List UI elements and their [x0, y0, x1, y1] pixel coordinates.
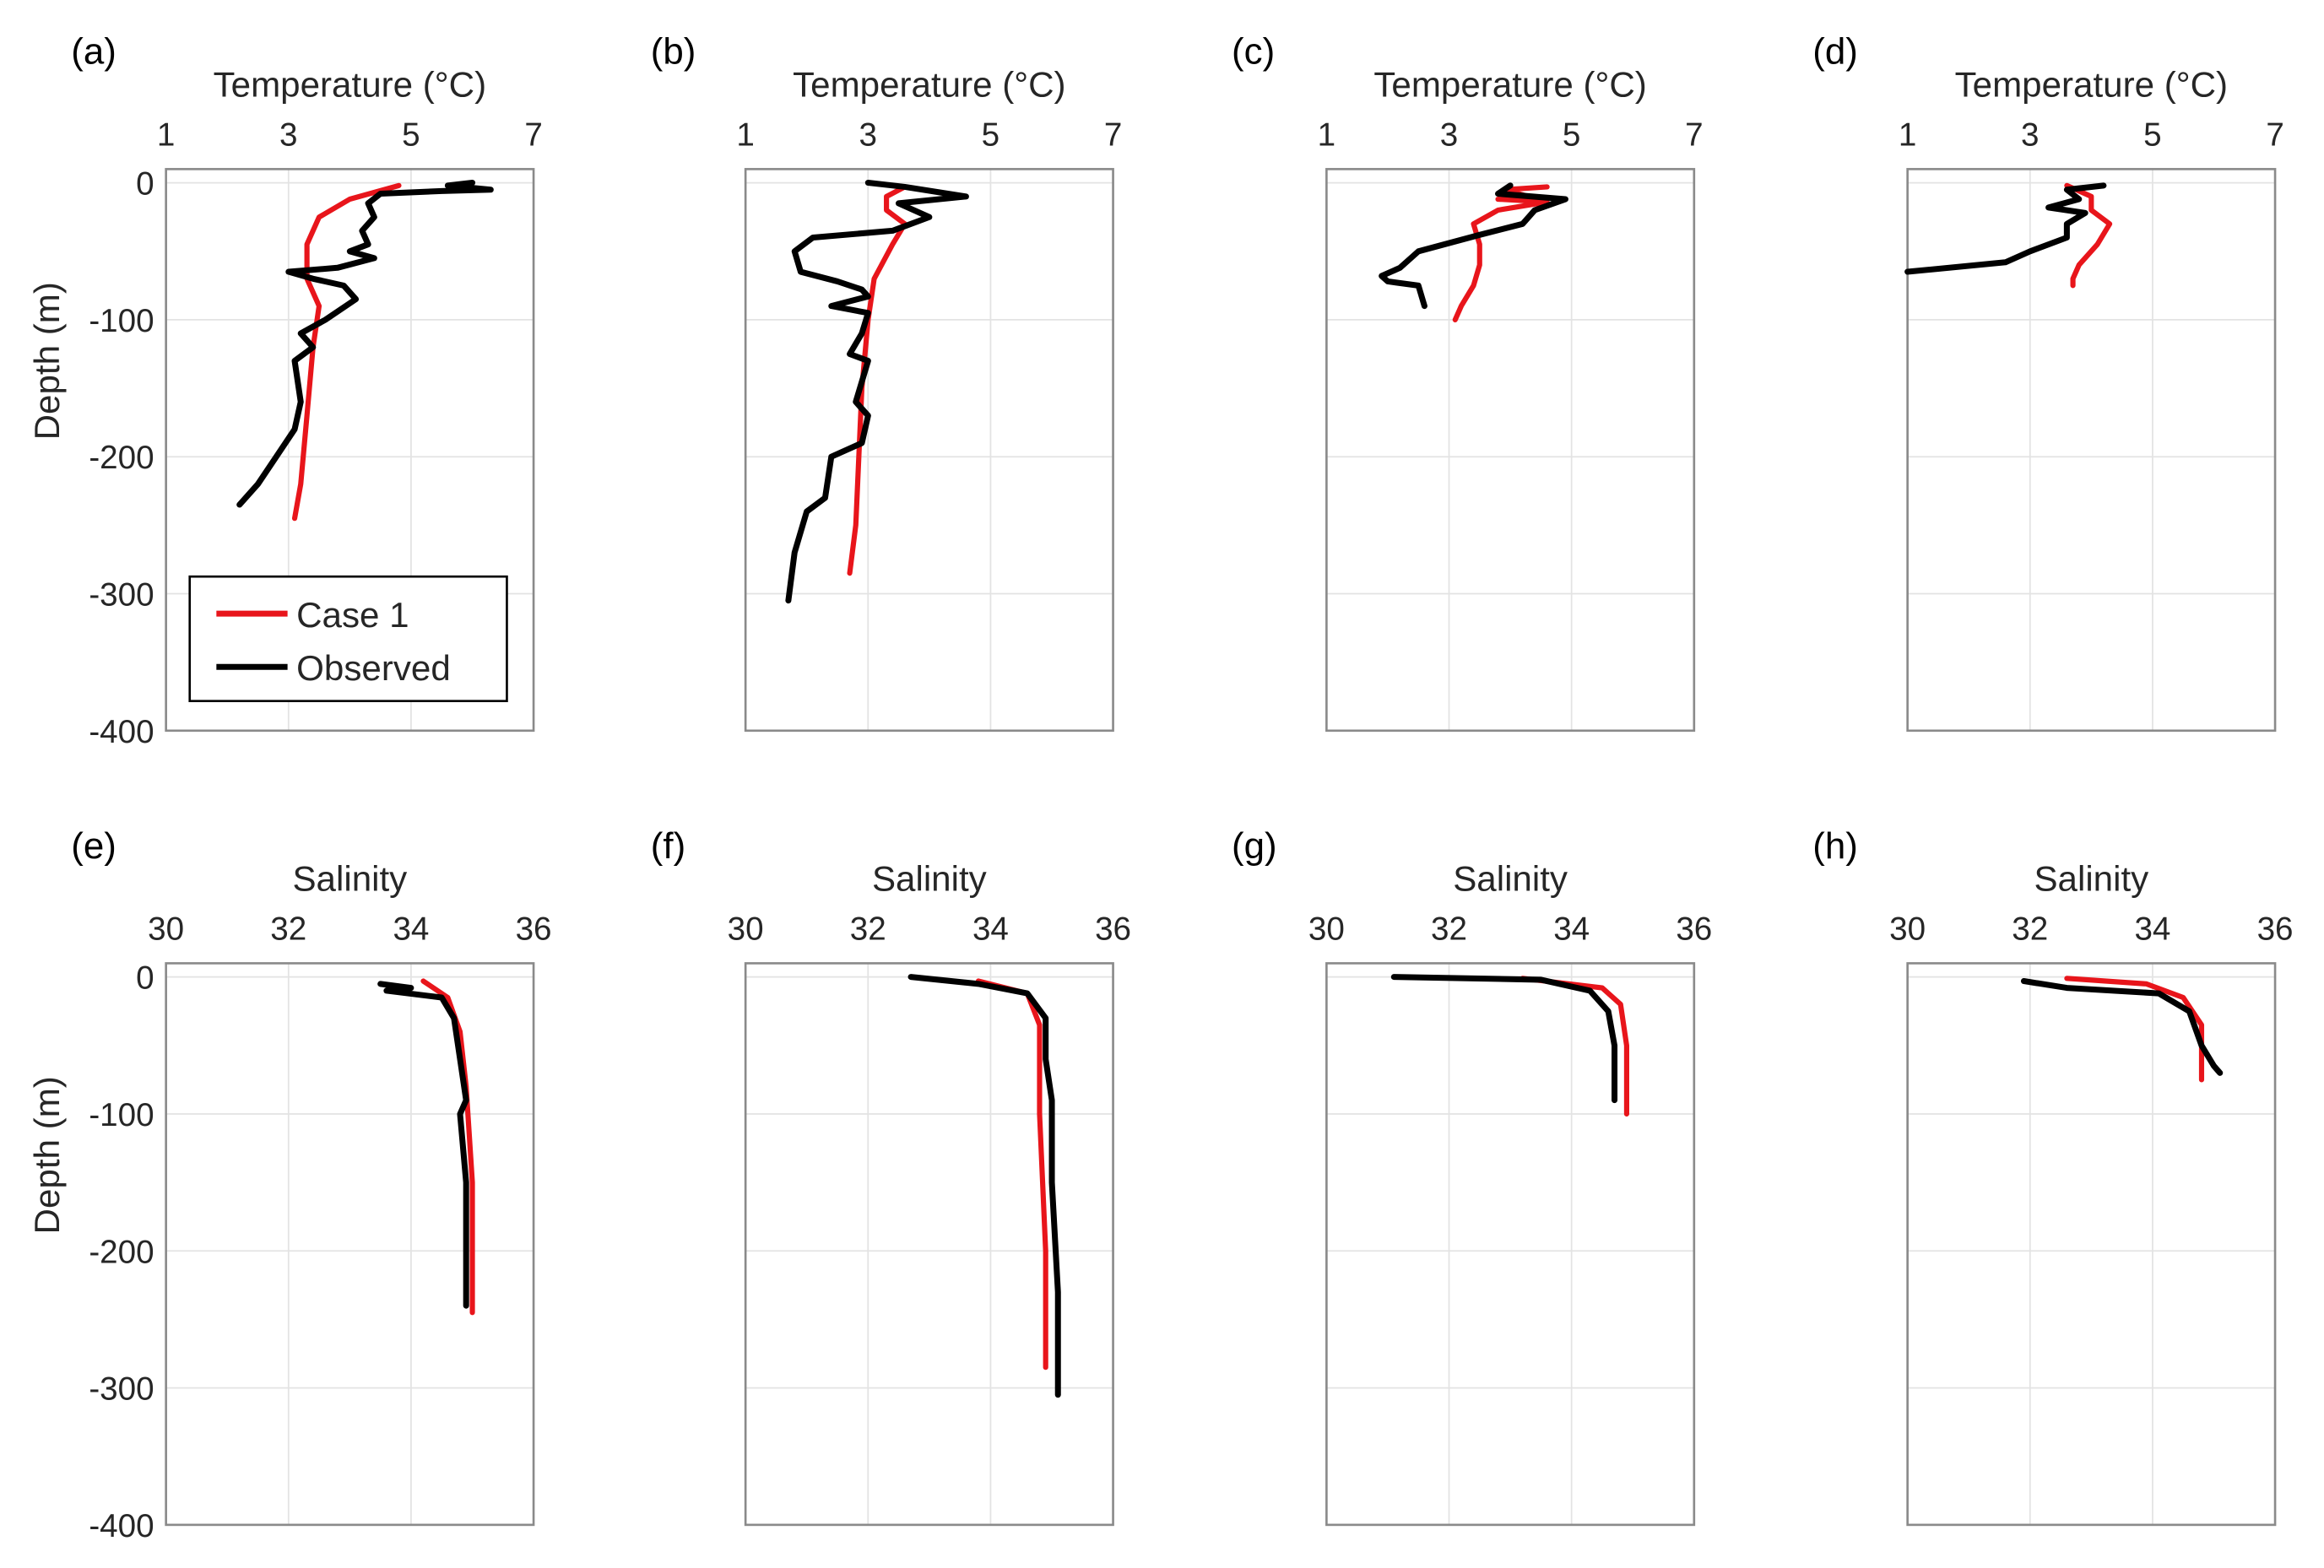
x-tick-label: 36 [1095, 911, 1131, 947]
series-line-case-1 [1520, 976, 1629, 1117]
x-tick-label: 5 [1563, 116, 1580, 153]
panel-g: 30 32 34 36 Salinity (g) [1232, 825, 1712, 1527]
series-line-case-1 [420, 978, 475, 1316]
series-line-observed [907, 974, 1061, 1398]
x-axis-title: Salinity [2034, 858, 2148, 898]
x-tick-label: 1 [1318, 116, 1335, 153]
x-tick-label: 34 [2134, 911, 2170, 947]
series-line-observed [1904, 182, 2107, 275]
panel-h: 30 32 34 36 Salinity (h) [1812, 825, 2294, 1527]
panel-label: (e) [71, 825, 116, 867]
y-tick-label: -300 [89, 1371, 154, 1408]
panel-a: 1 3 5 7 0 -100 -200 -300 -400 Temperature (°C) (a)… [27, 31, 543, 750]
panel-f: 30 32 34 36 Salinity (f) [651, 825, 1131, 1527]
y-tick-label: -200 [89, 1234, 154, 1270]
panel-label: (b) [651, 31, 696, 73]
series-line-case-1 [975, 978, 1048, 1371]
x-tick-label: 3 [1440, 116, 1458, 153]
series-line-observed [236, 180, 494, 508]
panel-label: (d) [1812, 31, 1858, 73]
series-line-case-1 [291, 182, 402, 522]
x-tick-label: 3 [2021, 116, 2039, 153]
x-tick-label: 1 [736, 116, 754, 153]
x-tick-label: 30 [1889, 911, 1926, 947]
series-line-case-1 [847, 184, 907, 576]
panel-label: (g) [1232, 825, 1277, 867]
x-tick-label: 7 [524, 116, 542, 153]
y-axis-title: Depth (m) [27, 282, 67, 440]
panel-b: 1 3 5 7 Temperature (°C) (b) [651, 31, 1122, 733]
panel-label: (c) [1232, 31, 1275, 73]
x-axis-title: Temperature (°C) [1373, 64, 1647, 104]
x-axis-title: Temperature (°C) [1955, 64, 2229, 104]
x-tick-label: 3 [859, 116, 877, 153]
panel-label: (a) [71, 31, 116, 73]
x-tick-label: 1 [157, 116, 175, 153]
x-tick-label: 32 [850, 911, 886, 947]
series-line-case-1 [2064, 182, 2113, 289]
x-axis-title: Salinity [872, 858, 987, 898]
x-tick-label: 30 [1308, 911, 1345, 947]
series-line-observed [2020, 978, 2224, 1076]
y-axis-title: Depth (m) [27, 1076, 67, 1234]
x-tick-label: 7 [1685, 116, 1703, 153]
x-tick-label: 5 [2143, 116, 2161, 153]
legend-label: Case 1 [296, 595, 409, 635]
x-tick-label: 30 [148, 911, 184, 947]
y-tick-label: -400 [89, 1508, 154, 1544]
legend-label: Observed [296, 648, 451, 688]
series-line-observed [1379, 182, 1568, 310]
y-tick-label: -100 [89, 303, 154, 339]
axes-box [165, 962, 535, 1527]
x-axis-title: Salinity [292, 858, 407, 898]
y-tick-label: 0 [136, 166, 154, 203]
x-tick-label: 3 [279, 116, 297, 153]
y-tick-label: -100 [89, 1097, 154, 1133]
series-line-observed [785, 180, 969, 604]
x-tick-label: 1 [1899, 116, 1916, 153]
x-tick-label: 34 [1553, 911, 1590, 947]
axes-box [1906, 962, 2277, 1527]
y-tick-label: 0 [136, 960, 154, 997]
x-tick-label: 5 [402, 116, 420, 153]
x-tick-label: 5 [982, 116, 999, 153]
series-line-observed [377, 981, 469, 1309]
x-tick-label: 32 [270, 911, 306, 947]
axes-box [1325, 962, 1696, 1527]
y-tick-label: -400 [89, 714, 154, 750]
x-axis-title: Temperature (°C) [214, 64, 487, 104]
series-line-observed [1390, 974, 1618, 1104]
x-axis-title: Salinity [1453, 858, 1568, 898]
axes-box [744, 962, 1114, 1527]
axes-box [165, 168, 535, 733]
x-tick-label: 32 [2012, 911, 2048, 947]
x-tick-label: 34 [972, 911, 1009, 947]
panel-c: 1 3 5 7 Temperature (°C) (c) [1232, 31, 1704, 733]
x-tick-label: 36 [1676, 911, 1712, 947]
panel-label: (h) [1812, 825, 1858, 867]
x-tick-label: 36 [516, 911, 552, 947]
x-tick-label: 34 [393, 911, 429, 947]
x-tick-label: 30 [728, 911, 764, 947]
legend-box [188, 575, 508, 702]
panel-e: 30 32 34 36 0 -100 -200 -300 -400 Salinity (e) Dept… [27, 825, 551, 1544]
x-tick-label: 7 [1104, 116, 1122, 153]
x-tick-label: 32 [1431, 911, 1467, 947]
legend: Case 1 Observed [188, 575, 508, 702]
series-line-case-1 [1452, 184, 1550, 322]
y-tick-label: -300 [89, 577, 154, 614]
x-axis-title: Temperature (°C) [793, 64, 1066, 104]
axes-box [744, 168, 1114, 733]
panel-label: (f) [651, 825, 685, 867]
x-tick-label: 7 [2266, 116, 2283, 153]
axes-box [1906, 168, 2277, 733]
panel-d: 1 3 5 7 Temperature (°C) (d) [1812, 31, 2284, 733]
y-tick-label: -200 [89, 440, 154, 476]
x-tick-label: 36 [2257, 911, 2294, 947]
axes-box [1325, 168, 1696, 733]
